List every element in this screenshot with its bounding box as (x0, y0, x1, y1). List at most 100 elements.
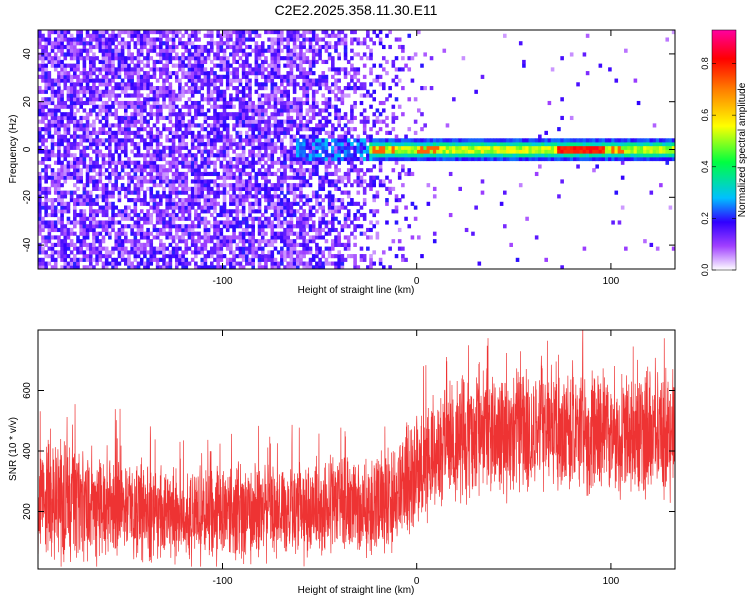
spectrogram-cell (241, 30, 246, 35)
spectrogram-cell (260, 112, 265, 117)
spectrogram-cell (369, 209, 373, 214)
spectrogram-cell (238, 254, 243, 259)
spectrogram-cell (394, 209, 399, 214)
spectrogram-cell (299, 63, 303, 68)
spectrogram-cell (66, 153, 71, 158)
spectrogram-cell (388, 190, 392, 195)
spectrogram-cell (276, 33, 281, 38)
spectrogram-cell (149, 37, 154, 42)
spectrogram-cell (381, 265, 386, 269)
spectrogram-cell (292, 175, 297, 180)
spectrogram-cell (63, 145, 68, 150)
spectrogram-cell (331, 179, 335, 184)
spectrogram-cell (143, 153, 147, 158)
spectrogram-cell (331, 220, 335, 225)
spectrogram-cell (280, 37, 284, 42)
spectrogram-cell (238, 179, 243, 184)
spectrogram-cell (299, 86, 303, 91)
spectrogram-cell (178, 108, 182, 113)
spectrogram-cell (165, 78, 169, 83)
spectrogram-cell (369, 220, 373, 225)
spectrogram-cell (203, 112, 208, 117)
spectrogram-cell (302, 78, 306, 83)
spectrogram-cell (270, 67, 275, 72)
spectrogram-cell (139, 59, 144, 65)
spectrogram-cell (273, 160, 278, 165)
spectrogram-cell (44, 239, 48, 244)
spectrogram-cell (353, 216, 357, 221)
spectrogram-cell (401, 156, 405, 162)
spectrogram-cell (362, 231, 367, 236)
spectrogram-cell (292, 250, 297, 255)
spectrogram-cell (111, 63, 115, 68)
spectrogram-cell (47, 231, 52, 236)
spectrogram-cell (340, 254, 345, 259)
spectrogram-cell (219, 123, 224, 128)
spectrogram-cell (248, 201, 252, 206)
spectrogram-cell (219, 153, 224, 158)
spectrogram-cell (213, 138, 217, 143)
spectrogram-cell (222, 33, 227, 38)
spectrogram-cell (315, 254, 319, 259)
spectrogram-cell (41, 63, 45, 68)
spectrogram-cell (120, 149, 125, 154)
spectrogram-cell (114, 246, 119, 251)
spectrogram-cell (299, 261, 303, 266)
spectrogram-cell (331, 205, 335, 210)
spectrogram-cell (232, 48, 236, 53)
spectrogram-cell (264, 254, 268, 259)
spectrogram-cell (73, 142, 77, 147)
spectrogram-cell (292, 82, 297, 87)
spectrogram-cell (391, 115, 396, 121)
spectrogram-cell (248, 149, 252, 154)
spectrogram-cell (222, 41, 227, 46)
spectrogram-cell (66, 227, 71, 233)
spectrogram-cell (219, 239, 224, 244)
spectrogram-cell (152, 209, 157, 214)
spectrogram-cell (343, 142, 348, 147)
spectrogram-cell (280, 89, 284, 94)
spectrogram-cell (346, 153, 351, 158)
spectrogram-cell (108, 82, 112, 87)
spectrogram-cell (206, 97, 211, 102)
spectrogram-cell (47, 59, 52, 65)
spectrogram-cell (63, 63, 68, 68)
spectrogram-cell (346, 179, 351, 184)
spectrogram-cell (273, 134, 278, 139)
spectrogram-cell (190, 205, 195, 210)
spectrogram-cell (41, 205, 45, 210)
spectrogram-cell (324, 239, 329, 244)
spectrogram-cell (321, 261, 326, 266)
spectrogram-cell (264, 127, 268, 132)
spectrogram-cell (378, 156, 383, 162)
spectrogram-cell (436, 149, 440, 154)
spectrogram-cell (171, 48, 176, 53)
spectrogram-cell (238, 37, 243, 42)
spectrogram-cell (155, 134, 160, 139)
spectrogram-cell (260, 82, 265, 87)
spectrogram-cell (197, 63, 201, 68)
spectrogram-cell (241, 239, 246, 244)
spectrogram-cell (283, 127, 287, 132)
spectrogram-cell (143, 220, 147, 225)
spectrogram-cell (442, 149, 447, 154)
spectrogram-cell (295, 82, 300, 87)
spectrogram-cell (171, 145, 176, 150)
spectrogram-cell (264, 100, 268, 106)
spectrogram-cell (181, 33, 185, 38)
spectrogram-cell (369, 149, 373, 154)
spectrogram-cell (359, 160, 364, 165)
spectrogram-cell (283, 100, 287, 106)
spectrogram-cell (171, 183, 176, 188)
spectrogram-cell (267, 201, 271, 206)
spectrogram-cell (372, 198, 377, 203)
spectrogram-cell (222, 235, 227, 240)
spectrogram-cell (264, 82, 268, 87)
spectrogram-cell (181, 56, 185, 61)
spectrogram-cell (334, 93, 338, 98)
spectrogram-cell (295, 130, 300, 135)
spectrogram-cell (209, 67, 214, 72)
spectrogram-cell (276, 145, 281, 150)
spectrogram-cell (178, 112, 182, 117)
spectrogram-cell (44, 242, 48, 247)
